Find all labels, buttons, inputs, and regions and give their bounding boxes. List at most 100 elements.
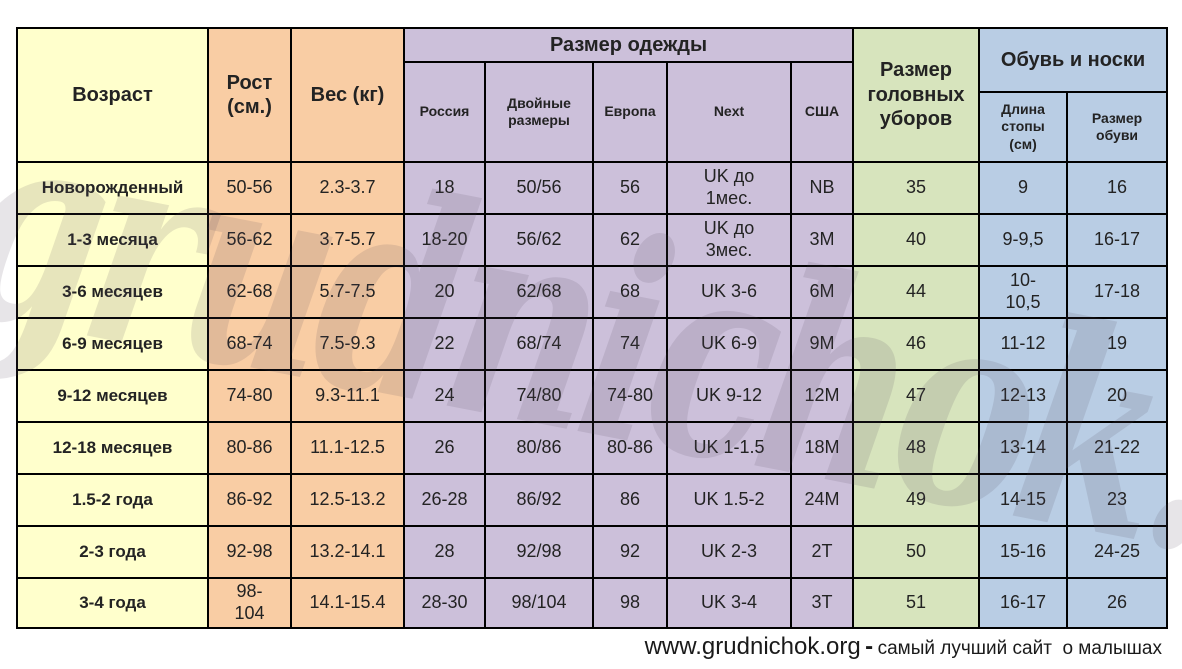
cell-weight: 11.1-12.5 [290,421,405,475]
cell-headwear: 50 [852,525,981,579]
cell-usa: 3M [789,213,855,267]
cell-age: 2-3 года [16,525,209,579]
cell-weight: 2.3-3.7 [290,161,405,215]
cell-foot-length: 16-17 [978,577,1069,629]
cell-double-size: 80/86 [484,421,594,475]
cell-headwear: 40 [852,213,981,267]
col-header-double-size: Двойные размеры [484,61,594,163]
cell-europe: 74-80 [592,369,668,423]
col-header-next: Next [666,61,792,163]
cell-age: 12-18 месяцев [16,421,209,475]
cell-foot-length: 10- 10,5 [978,265,1069,319]
col-header-age: Возраст [16,27,209,163]
cell-double-size: 74/80 [484,369,594,423]
cell-next: UK 9-12 [666,369,792,423]
cell-height: 86-92 [207,473,292,527]
col-header-russia: Россия [403,61,486,163]
cell-headwear: 49 [852,473,981,527]
table-row: 1.5-2 года 86-92 12.5-13.2 26-28 86/92 86 UK 1… [16,473,1169,527]
cell-usa: 24M [789,473,855,527]
cell-usa: 18M [789,421,855,475]
table-row: 3-4 года 98- 104 14.1-15.4 28-30 98/104 98 UK … [16,577,1169,629]
table-row: 12-18 месяцев 80-86 11.1-12.5 26 80/86 80-86 U… [16,421,1169,475]
cell-europe: 62 [592,213,668,267]
header-row-groups: Возраст Рост (см.) Вес (кг) Размер одежд… [16,27,1169,163]
cell-russia: 18 [403,161,486,215]
cell-shoe-size: 21-22 [1066,421,1169,475]
size-table: Возраст Рост (см.) Вес (кг) Размер одежд… [16,27,1169,629]
cell-next: UK 1.5-2 [666,473,792,527]
cell-usa: 6M [789,265,855,319]
cell-double-size: 86/92 [484,473,594,527]
cell-headwear: 51 [852,577,981,629]
cell-age: 3-6 месяцев [16,265,209,319]
footer: www.grudnichok.org - самый лучший сайт о… [0,633,1182,661]
cell-double-size: 62/68 [484,265,594,319]
cell-shoe-size: 24-25 [1066,525,1169,579]
cell-foot-length: 9-9,5 [978,213,1069,267]
cell-height: 74-80 [207,369,292,423]
cell-weight: 5.7-7.5 [290,265,405,319]
col-group-shoes: Обувь и носки [978,27,1169,93]
footer-separator: - [865,633,874,660]
cell-weight: 12.5-13.2 [290,473,405,527]
cell-weight: 7.5-9.3 [290,317,405,371]
col-header-europe: Европа [592,61,668,163]
table-row: 2-3 года 92-98 13.2-14.1 28 92/98 92 UK 2-3 2T 5… [16,525,1169,579]
table-row: 3-6 месяцев 62-68 5.7-7.5 20 62/68 68 UK 3-6 6M… [16,265,1169,319]
col-header-usa: США [789,61,855,163]
cell-double-size: 50/56 [484,161,594,215]
cell-shoe-size: 16-17 [1066,213,1169,267]
cell-age: Новорожденный [16,161,209,215]
col-header-weight: Вес (кг) [290,27,405,163]
cell-height: 50-56 [207,161,292,215]
cell-shoe-size: 26 [1066,577,1169,629]
cell-age: 3-4 года [16,577,209,629]
cell-age: 1.5-2 года [16,473,209,527]
cell-russia: 22 [403,317,486,371]
cell-weight: 13.2-14.1 [290,525,405,579]
cell-double-size: 56/62 [484,213,594,267]
cell-next: UK 3-4 [666,577,792,629]
cell-headwear: 47 [852,369,981,423]
cell-russia: 28 [403,525,486,579]
cell-headwear: 35 [852,161,981,215]
cell-weight: 3.7-5.7 [290,213,405,267]
cell-age: 6-9 месяцев [16,317,209,371]
cell-headwear: 46 [852,317,981,371]
cell-age: 1-3 месяца [16,213,209,267]
cell-russia: 26 [403,421,486,475]
col-group-clothing: Размер одежды [402,27,855,63]
cell-foot-length: 15-16 [978,525,1069,579]
cell-height: 92-98 [207,525,292,579]
cell-europe: 56 [592,161,668,215]
cell-usa: NB [789,161,855,215]
cell-headwear: 44 [852,265,981,319]
table-row: 9-12 месяцев 74-80 9.3-11.1 24 74/80 74-80 UK … [16,369,1169,423]
cell-foot-length: 9 [978,161,1069,215]
cell-double-size: 98/104 [484,577,594,629]
cell-next: UK 2-3 [666,525,792,579]
cell-russia: 18-20 [403,213,486,267]
cell-europe: 74 [592,317,668,371]
cell-height: 98- 104 [207,577,292,629]
cell-weight: 9.3-11.1 [290,369,405,423]
cell-russia: 24 [403,369,486,423]
cell-usa: 9M [789,317,855,371]
cell-next: UK 3-6 [666,265,792,319]
cell-usa: 2T [789,525,855,579]
table-row: Новорожденный 50-56 2.3-3.7 18 50/56 56 UK до … [16,161,1169,215]
cell-height: 80-86 [207,421,292,475]
cell-russia: 28-30 [403,577,486,629]
table-body: Новорожденный 50-56 2.3-3.7 18 50/56 56 UK до … [16,161,1169,629]
cell-double-size: 92/98 [484,525,594,579]
cell-next: UK до 3мес. [666,213,792,267]
cell-shoe-size: 23 [1066,473,1169,527]
table-row: 6-9 месяцев 68-74 7.5-9.3 22 68/74 74 UK 6-9 9M… [16,317,1169,371]
cell-next: UK 6-9 [666,317,792,371]
cell-shoe-size: 19 [1066,317,1169,371]
col-header-headwear: Размер головных уборов [852,27,981,163]
cell-foot-length: 12-13 [978,369,1069,423]
cell-next: UK до 1мес. [666,161,792,215]
cell-usa: 3T [789,577,855,629]
